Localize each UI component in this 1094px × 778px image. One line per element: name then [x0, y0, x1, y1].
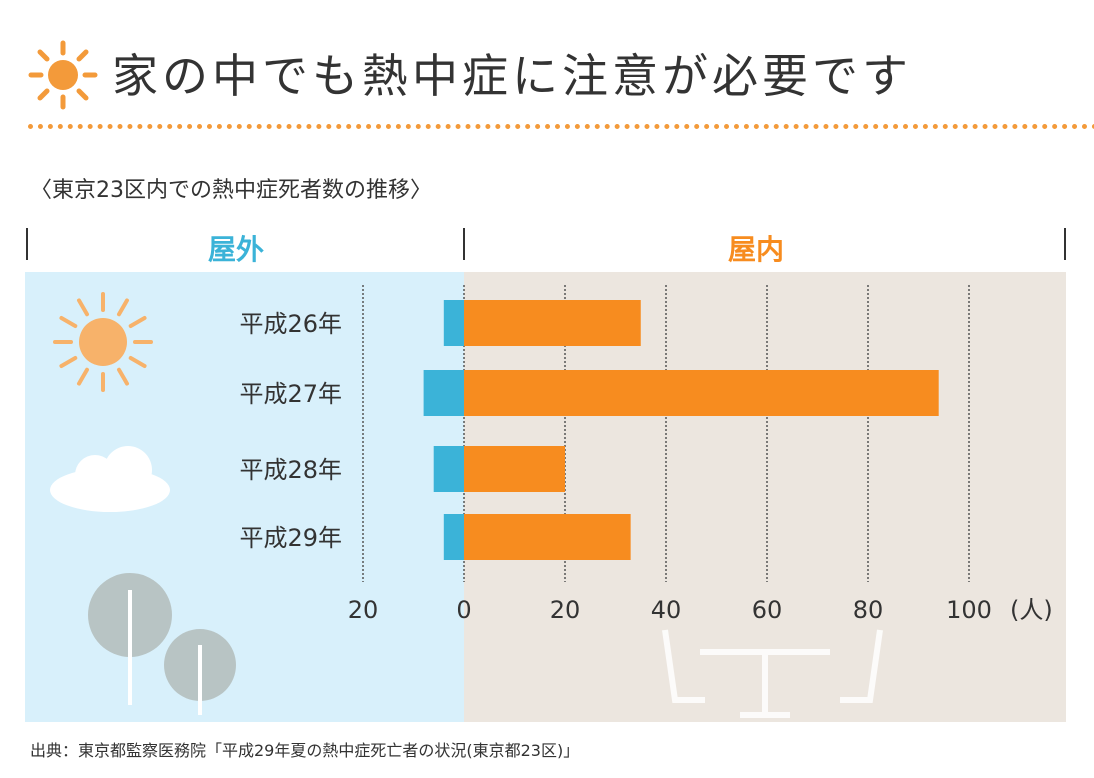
x-tick-label: 60 [752, 596, 783, 624]
x-tick-label: 0 [456, 596, 471, 624]
page-title: 家の中でも熱中症に注意が必要です [112, 49, 912, 103]
table-chairs-icon [662, 629, 883, 718]
source-note: 出典：東京都監察医務院「平成29年夏の熱中症死亡者の状況(東京都23区)」 [30, 741, 580, 760]
chart-subtitle: 〈東京23区内での熱中症死者数の推移〉 [30, 178, 432, 203]
tree-icon [88, 573, 236, 715]
bar-outdoor [443, 300, 464, 346]
dotted-divider [28, 124, 1094, 129]
x-tick-label: 40 [651, 596, 682, 624]
bar-outdoor [423, 370, 464, 416]
y-category-label: 平成29年 [239, 524, 342, 552]
outdoor-header: 屋外 [208, 233, 265, 266]
x-tick-label: 20 [550, 596, 581, 624]
sun-icon [28, 40, 98, 114]
bar-indoor [464, 370, 939, 416]
y-category-label: 平成26年 [239, 310, 342, 338]
indoor-header: 屋内 [728, 233, 785, 266]
x-unit-label: (人) [1010, 596, 1053, 624]
bar-outdoor [443, 514, 464, 560]
cloud-icon [50, 446, 170, 512]
header-separator [26, 228, 28, 260]
header-separator [1064, 228, 1066, 260]
y-category-label: 平成27年 [239, 380, 342, 408]
x-tick-label: 80 [853, 596, 884, 624]
bar-indoor [464, 300, 641, 346]
y-category-label: 平成28年 [239, 456, 342, 484]
bar-outdoor [433, 446, 464, 492]
bar-indoor [464, 514, 631, 560]
outdoor-sun-icon [53, 292, 153, 392]
header-separator [463, 228, 465, 260]
bar-indoor [464, 446, 565, 492]
x-tick-label: 20 [348, 596, 379, 624]
x-tick-label: 100 [946, 596, 992, 624]
